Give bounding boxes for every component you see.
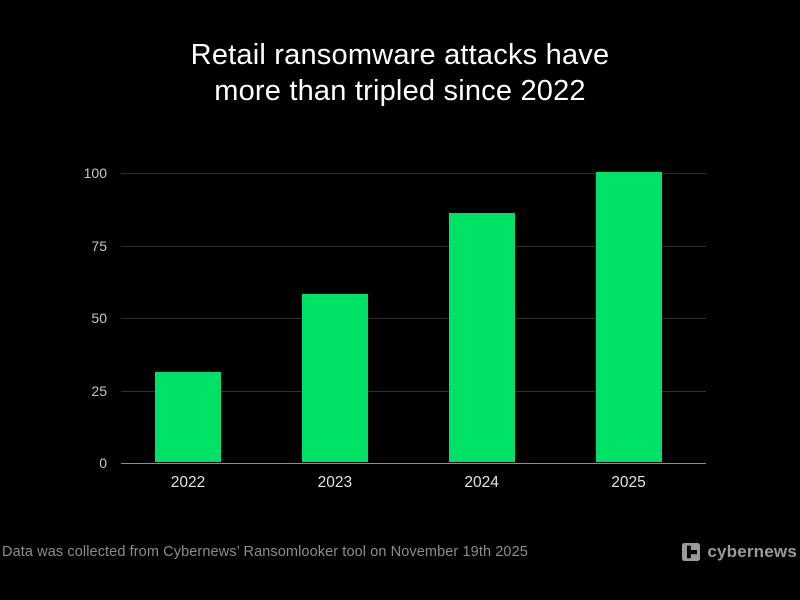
chart-title: Retail ransomware attacks have more than … [0, 37, 800, 109]
bar-2024 [448, 212, 515, 462]
y-tick-label-25: 25 [91, 382, 107, 399]
x-axis-baseline [121, 463, 706, 464]
chart-title-line2: more than tripled since 2022 [214, 75, 586, 107]
cybernews-logo-icon [682, 543, 701, 561]
y-tick-label-50: 50 [91, 310, 107, 326]
cybernews-logo: cybernews [682, 542, 797, 562]
data-source-note: Data was collected from Cybernews’ Ranso… [2, 544, 528, 560]
gridline-25 [121, 390, 706, 392]
bar-chart-plot-area: 0 25 50 75 100 2022 2023 2024 2025 [84, 165, 706, 491]
footer: Data was collected from Cybernews’ Ranso… [0, 541, 800, 563]
bar-2025 [595, 172, 662, 462]
y-tick-label-0: 0 [99, 455, 107, 471]
gridline-100 [121, 173, 706, 174]
bar-2022 [155, 372, 221, 462]
cybernews-wordmark: cybernews [707, 542, 797, 561]
gridline-50 [121, 318, 706, 319]
gridline-75 [121, 245, 706, 247]
x-tick-label-2024: 2024 [464, 474, 499, 491]
y-tick-label-75: 75 [91, 237, 107, 254]
x-tick-label-2022: 2022 [170, 474, 206, 491]
x-tick-label-2023: 2023 [317, 474, 353, 491]
bar-2023 [301, 293, 368, 462]
y-tick-label-100: 100 [83, 165, 107, 181]
x-tick-label-2025: 2025 [611, 474, 646, 491]
chart-title-line1: Retail ransomware attacks have [190, 39, 610, 71]
